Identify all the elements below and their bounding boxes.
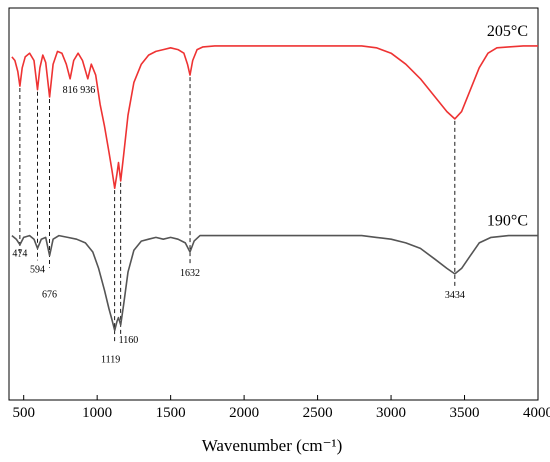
x-tick-label: 1500: [156, 405, 186, 421]
x-axis-ticks: 500 1000 1500 2000 2500 3000 3500 4000: [12, 395, 550, 421]
plot-frame: [8, 7, 539, 401]
x-tick-label: 1000: [82, 405, 112, 421]
peak-label: 676: [42, 290, 57, 301]
x-tick-label: 2500: [303, 405, 333, 421]
series-line-0: [11, 45, 538, 189]
peak-label: 936: [80, 85, 95, 96]
x-tick-label: 2000: [229, 405, 259, 421]
peak-marker-group: [19, 77, 456, 343]
series-line-1: [11, 234, 538, 332]
peak-label: 1119: [101, 354, 120, 365]
x-tick-label: 4000: [523, 405, 550, 421]
x-tick-label: 500: [12, 405, 35, 421]
x-tick-label: 3500: [450, 405, 480, 421]
peak-label: 816: [63, 85, 78, 96]
series-group: [11, 45, 538, 332]
peak-label: 3434: [445, 290, 465, 301]
series-label-205c: 205°C: [487, 23, 528, 40]
peak-label: 594: [30, 264, 45, 275]
peak-label: 1160: [119, 335, 139, 346]
x-tick-label: 3000: [376, 405, 406, 421]
series-label-190c: 190°C: [487, 213, 528, 230]
x-axis-title: Wavenumber (cm⁻¹): [202, 436, 343, 455]
peak-label: 474: [12, 249, 27, 260]
peak-label: 1632: [180, 268, 200, 279]
